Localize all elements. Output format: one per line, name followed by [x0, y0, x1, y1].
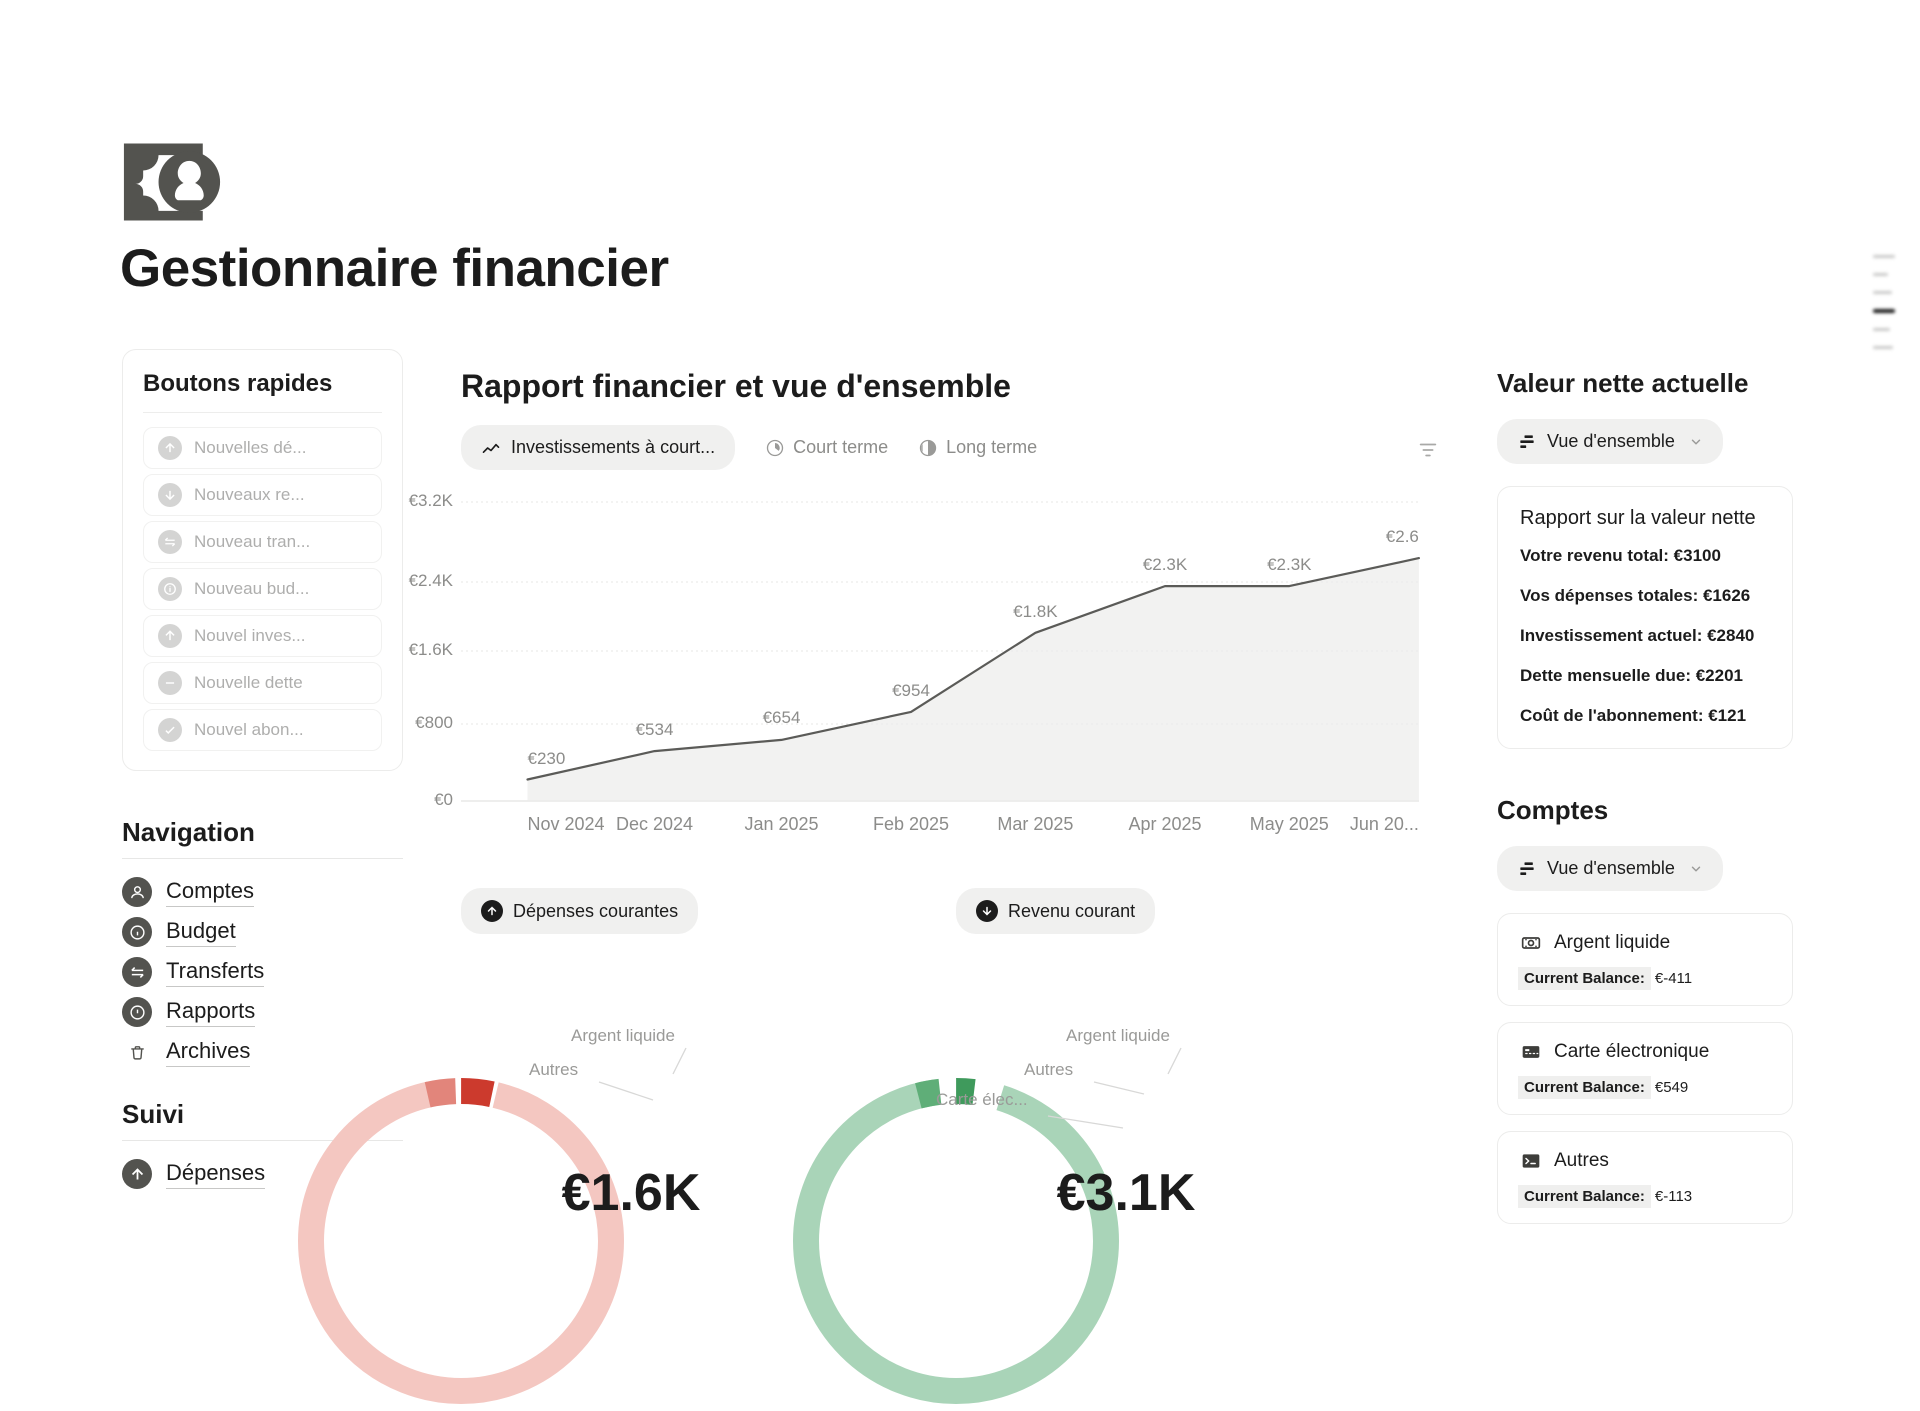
- svg-text:€800: €800: [415, 713, 453, 732]
- svg-text:Nov 2024: Nov 2024: [528, 814, 605, 834]
- svg-text:€1.8K: €1.8K: [1013, 602, 1058, 621]
- svg-text:Jun 20...: Jun 20...: [1350, 814, 1419, 834]
- svg-text:€2.4K: €2.4K: [409, 571, 454, 590]
- svg-text:€0: €0: [434, 790, 453, 809]
- svg-text:€1.6K: €1.6K: [409, 640, 454, 659]
- svg-text:Apr 2025: Apr 2025: [1128, 814, 1201, 834]
- svg-text:€954: €954: [892, 681, 930, 700]
- svg-text:Mar 2025: Mar 2025: [997, 814, 1073, 834]
- svg-text:€3.2K: €3.2K: [409, 491, 454, 510]
- svg-text:€654: €654: [763, 708, 801, 727]
- svg-text:€2.6: €2.6: [1386, 527, 1419, 546]
- svg-text:Feb 2025: Feb 2025: [873, 814, 949, 834]
- svg-text:May 2025: May 2025: [1250, 814, 1329, 834]
- svg-text:€534: €534: [636, 720, 674, 739]
- svg-text:Dec 2024: Dec 2024: [616, 814, 693, 834]
- svg-text:€2.3K: €2.3K: [1267, 555, 1312, 574]
- svg-text:€230: €230: [528, 749, 566, 768]
- svg-text:Jan 2025: Jan 2025: [744, 814, 818, 834]
- svg-text:€2.3K: €2.3K: [1143, 555, 1188, 574]
